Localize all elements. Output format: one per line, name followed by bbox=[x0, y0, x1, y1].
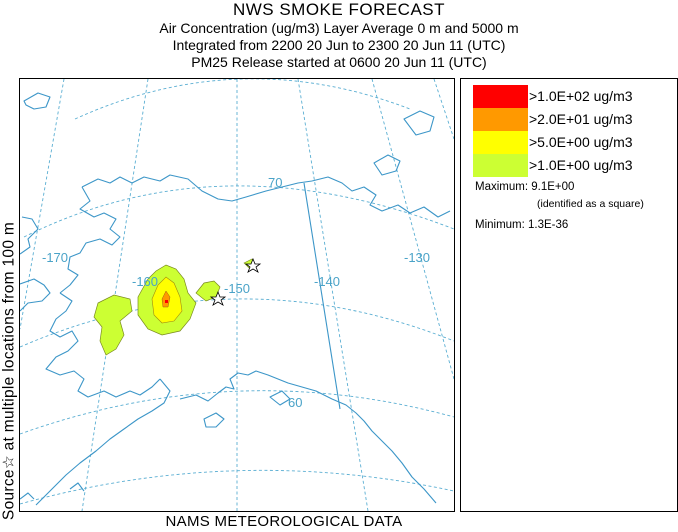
smoke-plume-central bbox=[137, 264, 197, 336]
legend-label-4: >1.0E+00 ug/m3 bbox=[529, 157, 633, 173]
legend-swatch-1 bbox=[473, 85, 528, 108]
source-star-icon-2 bbox=[209, 290, 227, 306]
smoke-level-1-west bbox=[93, 294, 133, 356]
alaska-map: -170 -160 -150 -140 -130 70 60 bbox=[20, 79, 454, 511]
coastlines bbox=[20, 92, 451, 506]
coast-gulf-of-alaska bbox=[179, 370, 437, 504]
coast-aleutian bbox=[20, 492, 35, 500]
lat-line-65 bbox=[20, 298, 454, 348]
coast-wrangel bbox=[23, 92, 51, 110]
release-info: PM25 Release started at 0600 20 Jun 11 (… bbox=[191, 54, 487, 70]
legend-maximum: Maximum: 9.1E+00 bbox=[475, 181, 575, 193]
concentration-subtitle: Air Concentration (ug/m3) Layer Average … bbox=[159, 20, 519, 36]
legend-item-3: >5.0E+00 ug/m3 bbox=[473, 131, 673, 154]
coast-kodiak bbox=[203, 412, 225, 428]
legend-swatch-2 bbox=[473, 108, 528, 131]
coast-aleutian-2 bbox=[69, 482, 85, 492]
label-lat-60: 60 bbox=[288, 395, 302, 410]
legend-panel: >1.0E+02 ug/m3 >2.0E+01 ug/m3 >5.0E+00 u… bbox=[460, 78, 678, 512]
legend-label-2: >2.0E+01 ug/m3 bbox=[529, 111, 633, 127]
coast-chukotka bbox=[20, 216, 39, 255]
lon-line-160 bbox=[81, 79, 149, 511]
coast-canada-arctic bbox=[311, 176, 451, 218]
label-lon-140: -140 bbox=[314, 274, 340, 289]
lon-line-170 bbox=[20, 79, 65, 330]
label-lon-150: -150 bbox=[224, 281, 250, 296]
legend-swatch-4 bbox=[473, 154, 528, 177]
lat-line-70 bbox=[23, 185, 454, 238]
map-title: NWS SMOKE FORECAST bbox=[232, 0, 446, 19]
coast-arctic-island bbox=[403, 110, 435, 136]
lat-line-60 bbox=[20, 390, 454, 435]
integration-period: Integrated from 2200 20 Jun to 2300 20 J… bbox=[172, 37, 506, 53]
legend-label-3: >5.0E+00 ug/m3 bbox=[529, 134, 633, 150]
coast-west bbox=[59, 186, 121, 294]
source-markers bbox=[209, 257, 262, 306]
legend-item-4: >1.0E+00 ug/m3 bbox=[473, 154, 673, 177]
label-lat-70: 70 bbox=[268, 175, 282, 190]
lon-line-130 bbox=[371, 79, 454, 380]
lon-line-140 bbox=[297, 79, 369, 511]
smoke-level-1-east bbox=[195, 280, 221, 302]
max-concentration-square bbox=[165, 300, 168, 303]
lat-line-75 bbox=[74, 79, 411, 120]
map-panel: -170 -160 -150 -140 -130 70 60 bbox=[19, 78, 455, 512]
coast-peninsula bbox=[35, 378, 171, 506]
border-141w bbox=[303, 182, 341, 410]
source-label: Source☆ at multiple locations from 100 m bbox=[0, 221, 18, 521]
longitude-lines bbox=[20, 79, 454, 511]
coast-siberia bbox=[20, 278, 51, 312]
coast-banks-island bbox=[373, 154, 401, 176]
source-star-icon-1 bbox=[244, 257, 262, 273]
label-lon-130: -130 bbox=[404, 250, 430, 265]
legend-item-1: >1.0E+02 ug/m3 bbox=[473, 85, 673, 108]
legend-maximum-note: (identified as a square) bbox=[537, 198, 644, 210]
label-lon-170: -170 bbox=[42, 250, 68, 265]
coast-yukon-delta bbox=[45, 292, 161, 398]
legend-swatch-3 bbox=[473, 131, 528, 154]
lon-line-120 bbox=[433, 79, 454, 140]
label-lon-160: -160 bbox=[132, 274, 158, 289]
legend-label-1: >1.0E+02 ug/m3 bbox=[529, 88, 633, 104]
legend-minimum: Minimum: 1.3E-36 bbox=[475, 219, 569, 231]
coast-north-slope bbox=[81, 174, 313, 202]
coast-kenai-island bbox=[269, 390, 291, 406]
legend-item-2: >2.0E+01 ug/m3 bbox=[473, 108, 673, 131]
source-label-container: Source☆ at multiple locations from 100 m bbox=[0, 78, 18, 520]
data-source-footer: NAMS METEOROLOGICAL DATA bbox=[165, 513, 403, 530]
smoke-plume-west bbox=[93, 294, 133, 356]
